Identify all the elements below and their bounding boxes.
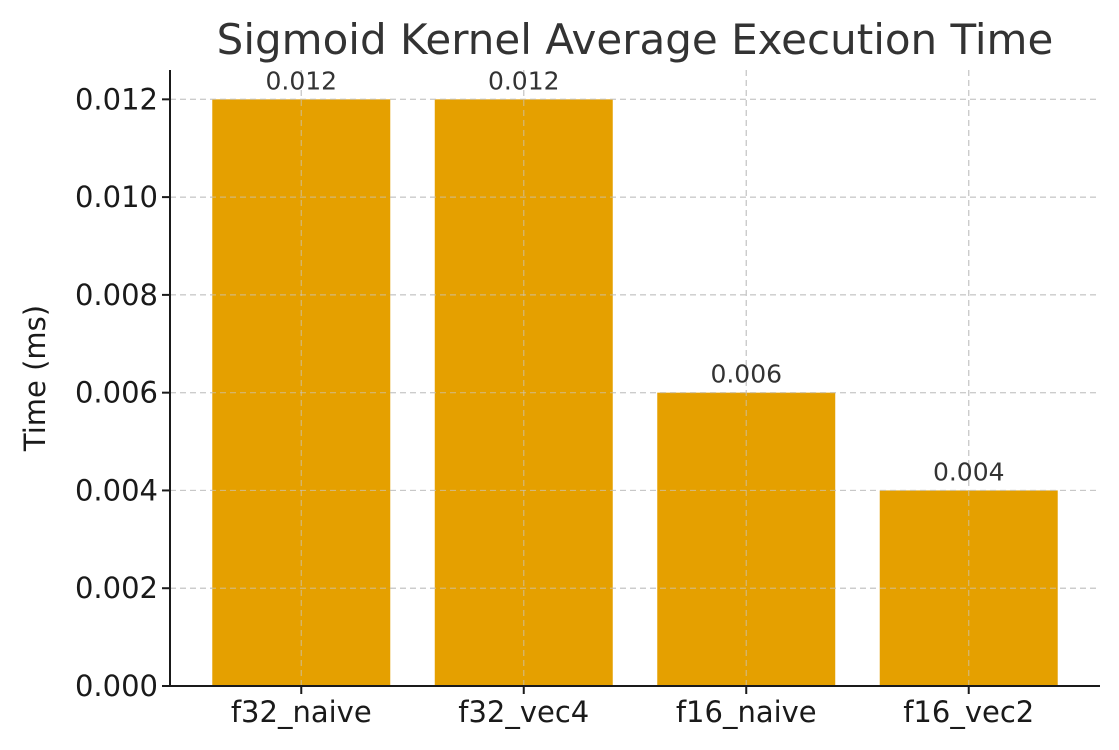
x-tick-label: f16_naive (676, 695, 817, 729)
y-tick-label: 0.004 (75, 473, 158, 507)
x-axis-ticks: f32_naive f32_vec4 f16_naive f16_vec2 (231, 686, 1034, 729)
y-tick-label: 0.002 (75, 571, 158, 605)
y-tick-label: 0.000 (75, 669, 158, 703)
y-axis-ticks: 0.000 0.002 0.004 0.006 0.008 0.010 0.012 (75, 82, 170, 703)
x-tick-label: f32_vec4 (458, 695, 589, 729)
data-labels: 0.012 0.012 0.006 0.004 (265, 66, 1004, 486)
y-tick-label: 0.008 (75, 278, 158, 312)
chart-title: Sigmoid Kernel Average Execution Time (217, 15, 1054, 64)
x-tick-label: f32_naive (231, 695, 372, 729)
y-tick-label: 0.010 (75, 180, 158, 214)
axes (169, 70, 1100, 687)
data-label: 0.006 (710, 360, 782, 389)
y-tick-label: 0.012 (75, 82, 158, 116)
bars (170, 70, 1100, 687)
y-tick-label: 0.006 (75, 376, 158, 410)
data-label: 0.012 (265, 66, 337, 95)
x-tick-label: f16_vec2 (903, 695, 1034, 729)
data-label: 0.012 (488, 66, 560, 95)
data-label: 0.004 (933, 457, 1005, 486)
y-axis-label: Time (ms) (18, 305, 52, 452)
